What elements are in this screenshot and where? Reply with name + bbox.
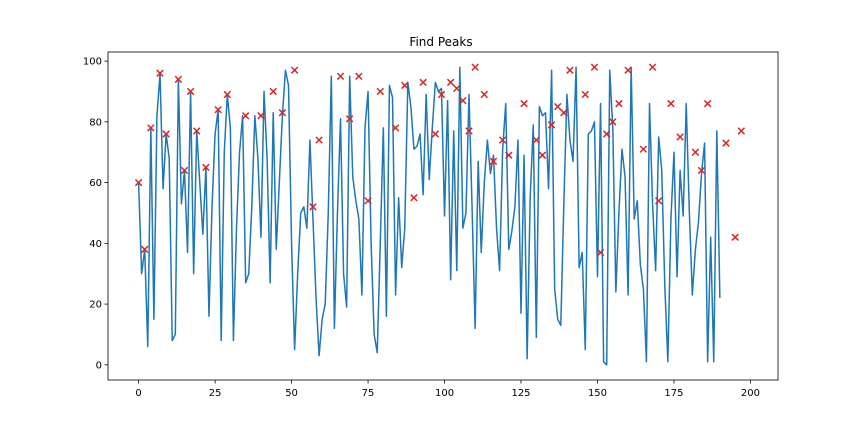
x-tick-label: 25 <box>209 388 222 399</box>
peak-marker <box>505 151 513 159</box>
x-tick-label: 50 <box>285 388 298 399</box>
axes-frame <box>107 51 779 381</box>
peak-marker <box>410 194 418 202</box>
y-tick-label: 40 <box>89 239 102 250</box>
peak-marker <box>459 96 467 105</box>
peak-marker <box>731 233 739 241</box>
y-tick-label: 0 <box>96 360 102 371</box>
y-tick-label: 60 <box>89 178 102 189</box>
peak-marker <box>140 245 149 254</box>
peak-marker <box>180 166 189 175</box>
peak-marker <box>162 130 170 138</box>
peak-marker <box>615 99 623 108</box>
peak-marker <box>174 75 183 84</box>
peak-marker <box>278 109 287 117</box>
plot-area: 0 25 50 75 100 125 150 175 200 0 20 40 60 80 100 <box>83 51 779 399</box>
x-tick-label: 75 <box>362 388 375 399</box>
peak-marker <box>315 136 323 144</box>
y-tick-label: 100 <box>83 57 102 68</box>
peak-marker <box>241 112 250 120</box>
peak-marker <box>290 66 299 74</box>
peak-marker <box>401 81 409 90</box>
peak-marker <box>223 90 232 99</box>
peak-marker <box>192 127 201 135</box>
peak-marker <box>309 203 317 211</box>
peak-marker <box>609 118 617 126</box>
peak-marker <box>703 99 712 108</box>
peak-marker <box>667 99 675 108</box>
peak-marker <box>364 197 372 205</box>
peak-marker <box>538 151 547 159</box>
peak-marker <box>602 130 611 138</box>
peak-marker <box>691 148 700 156</box>
peak-marker <box>590 63 599 71</box>
peak-marker <box>391 124 400 132</box>
peak-marker <box>471 63 479 71</box>
peak-marker <box>498 136 507 144</box>
peak-marker <box>489 157 498 166</box>
peak-marker <box>202 163 210 172</box>
y-tick-label: 80 <box>89 117 102 128</box>
series-line <box>137 66 721 366</box>
peak-marker <box>654 197 663 205</box>
peak-markers <box>134 63 746 257</box>
peak-marker <box>355 72 363 81</box>
peak-marker <box>465 127 473 135</box>
x-tick-label: 175 <box>664 388 683 399</box>
peak-marker <box>581 90 589 99</box>
chart-title: Find Peaks <box>409 35 472 49</box>
peak-marker <box>722 139 730 147</box>
x-tick-label: 150 <box>588 388 607 399</box>
peak-marker <box>419 78 427 87</box>
peak-marker <box>257 112 265 120</box>
peak-marker <box>697 166 706 175</box>
peak-marker <box>648 63 657 71</box>
peak-marker <box>269 87 277 96</box>
peak-marker <box>532 136 541 144</box>
peak-marker <box>431 130 440 138</box>
peak-marker <box>446 78 455 87</box>
x-tick-label: 0 <box>135 388 141 399</box>
peak-marker <box>134 178 143 187</box>
x-tick-label: 125 <box>511 388 530 399</box>
peak-marker <box>345 115 354 123</box>
peak-marker <box>480 90 489 99</box>
peak-marker <box>186 87 195 96</box>
peak-marker <box>560 109 568 117</box>
peak-marker <box>336 72 345 81</box>
y-tick-label: 20 <box>89 300 102 311</box>
peak-marker <box>453 84 461 93</box>
peak-marker <box>376 87 385 96</box>
peak-marker <box>156 69 164 77</box>
peak-marker <box>214 105 222 114</box>
peak-marker <box>147 124 155 132</box>
peak-marker <box>553 102 562 111</box>
peak-marker <box>639 145 648 153</box>
peak-marker <box>520 99 528 108</box>
peak-marker <box>437 90 446 99</box>
peak-marker <box>737 127 746 135</box>
peak-marker <box>547 121 556 129</box>
x-axis: 0 25 50 75 100 125 150 175 200 <box>135 380 760 399</box>
peak-marker <box>596 248 605 257</box>
peak-marker <box>566 66 574 74</box>
peak-marker <box>676 133 684 141</box>
peak-marker <box>624 66 632 74</box>
x-tick-label: 200 <box>741 388 760 399</box>
y-axis: 0 20 40 60 80 100 <box>83 57 108 371</box>
x-tick-label: 100 <box>435 388 454 399</box>
